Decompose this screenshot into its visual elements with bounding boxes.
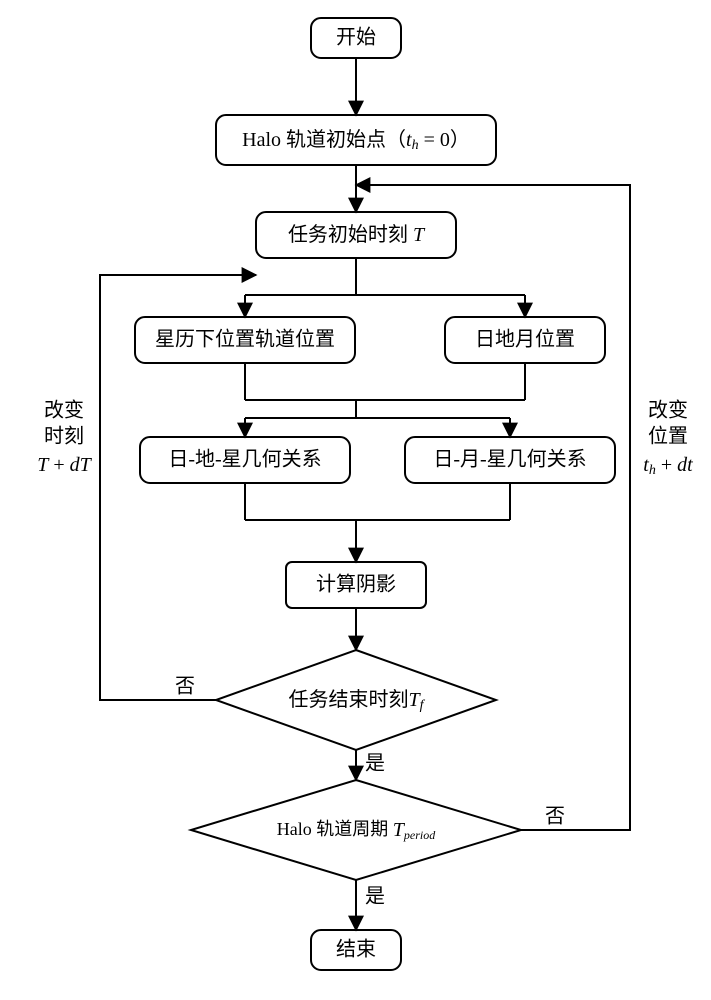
label-no-right: 否 — [545, 806, 565, 828]
svg-text:th + dt: th + dt — [643, 454, 693, 479]
end-node: 结束 — [311, 930, 401, 970]
sem-label: 日地月位置 — [475, 328, 575, 351]
shadow-label: 计算阴影 — [316, 573, 396, 596]
left-side-label: 改变 时刻 T + dT — [37, 399, 92, 476]
label-no-left: 否 — [175, 676, 195, 698]
start-node: 开始 — [311, 18, 401, 58]
svg-text:位置: 位置 — [648, 425, 688, 448]
label-yes-bot: 是 — [365, 886, 385, 908]
right-side-label: 改变 位置 th + dt — [643, 399, 693, 479]
sem-node: 日地月位置 — [445, 317, 605, 363]
svg-text:改变: 改变 — [648, 399, 688, 422]
decision2-node: Halo 轨道周期 Tperiod — [191, 780, 521, 880]
decision1-label: 任务结束时刻Tf — [288, 688, 425, 714]
geo1-node: 日-地-星几何关系 — [140, 437, 350, 483]
svg-text:改变: 改变 — [44, 399, 84, 422]
geo2-label: 日-月-星几何关系 — [433, 448, 586, 471]
ephem-node: 星历下位置轨道位置 — [135, 317, 355, 363]
end-label: 结束 — [336, 938, 376, 961]
ephem-label: 星历下位置轨道位置 — [155, 328, 335, 351]
start-label: 开始 — [336, 26, 376, 49]
task-t-node: 任务初始时刻 T — [256, 212, 456, 258]
geo2-node: 日-月-星几何关系 — [405, 437, 615, 483]
shadow-node: 计算阴影 — [286, 562, 426, 608]
decision1-node: 任务结束时刻Tf — [216, 650, 496, 750]
label-yes-mid: 是 — [365, 753, 385, 775]
svg-text:时刻: 时刻 — [44, 425, 84, 448]
halo-label: Halo 轨道初始点（th = 0） — [242, 128, 470, 154]
geo1-label: 日-地-星几何关系 — [168, 448, 321, 471]
svg-text:T + dT: T + dT — [37, 454, 92, 476]
halo-node: Halo 轨道初始点（th = 0） — [216, 115, 496, 165]
task-t-label: 任务初始时刻 T — [288, 223, 426, 246]
